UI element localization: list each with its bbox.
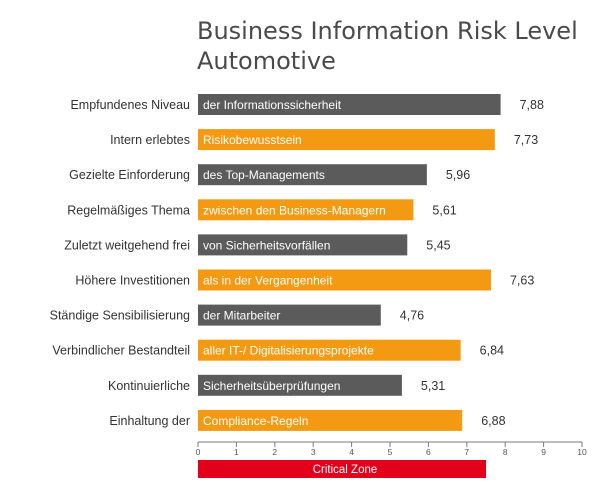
- bar-text: Compliance-Regeln: [203, 414, 308, 428]
- bar: [198, 374, 402, 396]
- value-label: 5,31: [421, 379, 445, 393]
- chart-title: Business Information Risk Level Automoti…: [197, 17, 578, 75]
- category-label: Gezielte Einforderung: [69, 168, 190, 182]
- bar: [198, 234, 408, 256]
- bar-text: der Informationssicherheit: [203, 98, 342, 112]
- category-label: Empfundenes Niveau: [70, 98, 190, 112]
- category-label: Kontinuierliche: [108, 379, 190, 393]
- x-tick-label: 5: [388, 447, 393, 457]
- critical-zone-bar: [198, 460, 486, 478]
- value-label: 5,45: [426, 238, 450, 252]
- category-label: Verbindlicher Bestandteil: [52, 344, 190, 358]
- bar: [198, 339, 461, 361]
- x-tick-label: 6: [426, 447, 431, 457]
- bar-text: von Sicherheitsvorfällen: [203, 238, 330, 252]
- bar: [198, 304, 381, 326]
- bar-row: Zuletzt weitgehend frei von Sicherheitsvo…: [64, 234, 451, 256]
- value-label: 6,88: [481, 414, 505, 428]
- bar-text: aller IT-/ Digitalisierungsprojekte: [203, 344, 374, 358]
- x-axis: 0 1 2 3 4 5 6 7 8 9 10: [196, 441, 587, 457]
- value-label: 7,88: [520, 98, 544, 112]
- value-label: 4,76: [400, 309, 424, 323]
- bar-row: Intern erlebtes Risikobewusstsein 7,73: [110, 129, 538, 151]
- bar-row: Einhaltung der Compliance-Regeln 6,88: [109, 409, 506, 431]
- critical-zone: Critical Zone: [198, 460, 486, 478]
- x-tick-label: 7: [464, 447, 469, 457]
- value-label: 6,84: [480, 344, 504, 358]
- category-label: Einhaltung der: [109, 414, 190, 428]
- x-tick-label: 3: [311, 447, 316, 457]
- bar: [198, 199, 414, 221]
- x-tick-label: 8: [503, 447, 508, 457]
- bar-row: Verbindlicher Bestandteil aller IT-/ Digi…: [52, 339, 504, 361]
- bar-text: des Top-Managements: [203, 168, 325, 182]
- bar-text: Risikobewusstsein: [203, 133, 302, 147]
- x-tick-label: 2: [272, 447, 277, 457]
- category-label: Regelmäßiges Thema: [67, 203, 190, 217]
- bar-text: zwischen den Business-Managern: [203, 203, 386, 217]
- value-label: 7,63: [510, 274, 534, 288]
- x-tick-label: 0: [196, 447, 201, 457]
- bar: [198, 269, 491, 291]
- category-label: Ständige Sensibilisierung: [50, 309, 190, 323]
- bar-text: als in der Vergangenheit: [203, 274, 333, 288]
- bars: Empfundenes Niveau der Informationssicher…: [50, 94, 544, 431]
- bar: [198, 129, 495, 151]
- x-tick-label: 9: [541, 447, 546, 457]
- bar-row: Kontinuierliche Sicherheitsüberprüfungen 5…: [108, 374, 445, 396]
- critical-zone-label: Critical Zone: [313, 464, 378, 476]
- chart-title-line-2: Automotive: [197, 47, 336, 75]
- category-label: Höhere Investitionen: [75, 274, 190, 288]
- value-label: 5,61: [432, 203, 456, 217]
- category-label: Intern erlebtes: [110, 133, 190, 147]
- category-label: Zuletzt weitgehend frei: [64, 238, 190, 252]
- x-tick-label: 10: [577, 447, 587, 457]
- bar-text: Sicherheitsüberprüfungen: [203, 379, 340, 393]
- x-tick-label: 4: [349, 447, 354, 457]
- chart-title-line-1: Business Information Risk Level: [197, 17, 578, 45]
- bar-row: Höhere Investitionen als in der Vergangen…: [75, 269, 534, 291]
- x-tick-label: 1: [234, 447, 239, 457]
- bar: [198, 409, 463, 431]
- bar: [198, 94, 501, 115]
- bar-text: der Mitarbeiter: [203, 309, 280, 323]
- bar-row: Regelmäßiges Thema zwischen den Business-…: [67, 199, 457, 221]
- bar: [198, 164, 427, 186]
- bar-row: Gezielte Einforderung des Top-Managements…: [69, 164, 470, 186]
- value-label: 7,73: [514, 133, 538, 147]
- bar-row: Ständige Sensibilisierung der Mitarbeiter…: [50, 304, 424, 326]
- bar-row: Empfundenes Niveau der Informationssicher…: [70, 94, 544, 115]
- value-label: 5,96: [446, 168, 470, 182]
